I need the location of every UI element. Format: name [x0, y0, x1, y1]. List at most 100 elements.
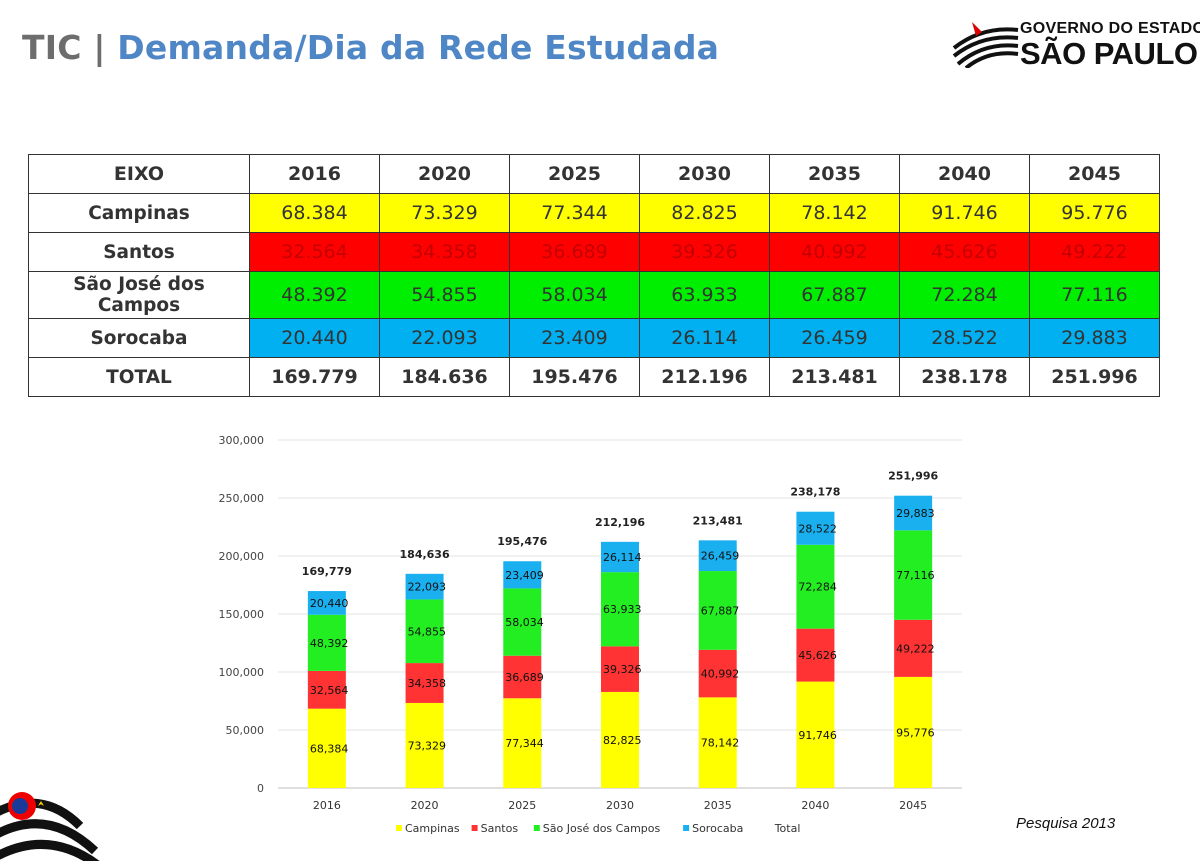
bar-segment — [796, 511, 835, 545]
row-label: Santos — [28, 232, 250, 272]
y-tick-label: 200,000 — [219, 550, 265, 563]
table-header-year: 2030 — [639, 154, 770, 194]
y-tick-label: 100,000 — [219, 666, 265, 679]
total-label: 169,779 — [302, 565, 352, 578]
data-label: 95,776 — [896, 726, 935, 739]
legend-entry: Total — [774, 822, 801, 835]
x-tick-label: 2025 — [508, 799, 536, 812]
table-cell: 36.689 — [509, 232, 640, 272]
bar-segment — [307, 591, 346, 615]
x-tick-label: 2016 — [313, 799, 341, 812]
data-label: 63,933 — [603, 603, 642, 616]
legend-swatch — [683, 825, 690, 831]
legend-swatch — [471, 825, 478, 831]
data-label: 28,522 — [798, 522, 837, 535]
data-label: 67,887 — [701, 604, 740, 617]
bar-segment — [601, 646, 639, 692]
title-main: Demanda/Dia da Rede Estudada — [117, 28, 720, 67]
table-cell: 82.825 — [639, 193, 770, 233]
data-label: 40,992 — [701, 668, 740, 681]
data-label: 91,746 — [798, 729, 837, 742]
table-header-year: 2040 — [899, 154, 1030, 194]
table-cell: 49.222 — [1029, 232, 1160, 272]
data-label: 22,093 — [408, 581, 447, 594]
table-cell: 212.196 — [639, 357, 770, 397]
total-label: 213,481 — [693, 514, 743, 527]
table-cell: 238.178 — [899, 357, 1030, 397]
data-label: 20,440 — [310, 597, 349, 610]
bar-segment — [503, 588, 542, 656]
bar-segment — [698, 571, 737, 650]
table-header-row: EIXO 2016 2020 2025 2030 2035 2040 2045 — [28, 154, 1160, 194]
data-label: 45,626 — [798, 649, 837, 662]
x-tick-label: 2040 — [801, 799, 829, 812]
bar-segment — [405, 663, 444, 703]
table-cell: 54.855 — [379, 271, 510, 319]
legend-entry: Campinas — [405, 822, 460, 835]
table-cell: 26.114 — [639, 318, 770, 358]
y-tick-label: 300,000 — [219, 434, 265, 447]
table-row: Sorocaba 20.440 22.093 23.409 26.114 26.… — [28, 318, 1160, 358]
data-label: 72,284 — [798, 581, 837, 594]
table-cell: 48.392 — [249, 271, 380, 319]
data-label: 29,883 — [896, 507, 935, 520]
table-cell: 39.326 — [639, 232, 770, 272]
footnote: Pesquisa 2013 — [1016, 815, 1116, 832]
bar-segment — [405, 702, 444, 788]
total-label: 212,196 — [595, 516, 645, 529]
table-cell: 169.779 — [249, 357, 380, 397]
table-cell: 72.284 — [899, 271, 1030, 319]
data-label: 34,358 — [408, 677, 447, 690]
data-label: 26,459 — [701, 550, 740, 563]
table-header-year: 2016 — [249, 154, 380, 194]
table-row-total: TOTAL 169.779 184.636 195.476 212.196 21… — [28, 357, 1160, 397]
table-cell: 34.358 — [379, 232, 510, 272]
table-cell: 73.329 — [379, 193, 510, 233]
logo-line2: SÃO PAULO — [1020, 36, 1198, 71]
table-cell: 20.440 — [249, 318, 380, 358]
total-label: 238,178 — [790, 486, 840, 499]
bar-segment — [894, 530, 933, 620]
bar-segment — [503, 561, 542, 589]
table-cell: 91.746 — [899, 193, 1030, 233]
table-row: Campinas 68.384 73.329 77.344 82.825 78.… — [28, 193, 1160, 233]
data-label: 73,329 — [408, 739, 447, 752]
bar-segment — [601, 541, 639, 573]
table-cell: 251.996 — [1029, 357, 1160, 397]
title-separator: | — [93, 28, 106, 67]
bar-segment — [698, 540, 737, 572]
bar-segment — [405, 599, 444, 664]
table-cell: 77.344 — [509, 193, 640, 233]
row-label: São José dos Campos — [28, 271, 250, 319]
table-cell: 77.116 — [1029, 271, 1160, 319]
total-label: 184,636 — [400, 548, 450, 561]
table-cell: 26.459 — [769, 318, 900, 358]
data-label: 77,344 — [505, 737, 544, 750]
bar-segment — [601, 691, 639, 788]
data-label: 58,034 — [505, 616, 544, 629]
table-cell: 68.384 — [249, 193, 380, 233]
table-cell: 29.883 — [1029, 318, 1160, 358]
bar-segment — [698, 697, 737, 788]
decorative-flag-corner-icon — [0, 792, 100, 861]
table-cell: 95.776 — [1029, 193, 1160, 233]
total-label: 195,476 — [497, 535, 547, 548]
data-label: 54,855 — [408, 625, 447, 638]
table-header-year: 2045 — [1029, 154, 1160, 194]
table-header-year: 2020 — [379, 154, 510, 194]
table-header-eixo: EIXO — [28, 154, 250, 194]
bar-segment — [796, 544, 835, 629]
table-cell: 213.481 — [769, 357, 900, 397]
row-label: Campinas — [28, 193, 250, 233]
table-cell: 32.564 — [249, 232, 380, 272]
sao-paulo-flag-stripes-icon — [952, 22, 1019, 68]
y-tick-label: 150,000 — [219, 608, 265, 621]
table-cell: 78.142 — [769, 193, 900, 233]
legend-entry: Sorocaba — [692, 822, 743, 835]
bar-segment — [307, 614, 346, 671]
y-tick-label: 0 — [257, 782, 264, 795]
x-tick-label: 2020 — [411, 799, 439, 812]
data-label: 78,142 — [701, 737, 740, 750]
data-label: 48,392 — [310, 637, 349, 650]
bar-segment — [894, 495, 933, 531]
